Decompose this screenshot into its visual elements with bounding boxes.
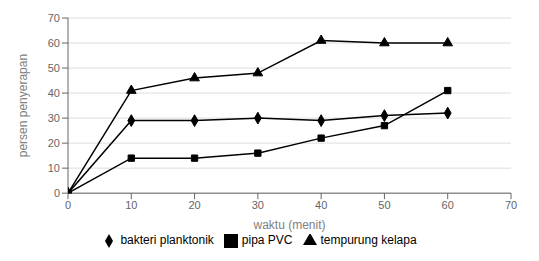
svg-text:0: 0 xyxy=(65,199,71,211)
html-text:pipa PVC: pipa PVC xyxy=(241,233,293,248)
svg-text:50: 50 xyxy=(378,199,390,211)
svg-text:60: 60 xyxy=(48,37,60,49)
svg-text:20: 20 xyxy=(48,137,60,149)
svg-text:persen penyerapan: persen penyerapan xyxy=(16,54,30,157)
svg-text:50: 50 xyxy=(48,62,60,74)
svg-text:waktu (menit): waktu (menit) xyxy=(252,218,325,232)
html-text:tempurung kelapa: tempurung kelapa xyxy=(320,233,417,248)
svg-text:20: 20 xyxy=(188,199,200,211)
svg-text:70: 70 xyxy=(505,199,517,211)
svg-text:30: 30 xyxy=(48,112,60,124)
html-text:bakteri planktonik: bakteri planktonik xyxy=(120,233,214,248)
svg-text:70: 70 xyxy=(48,12,60,24)
svg-text:60: 60 xyxy=(442,199,454,211)
svg-text:40: 40 xyxy=(315,199,327,211)
svg-text:10: 10 xyxy=(125,199,137,211)
svg-text:40: 40 xyxy=(48,87,60,99)
svg-text:10: 10 xyxy=(48,162,60,174)
svg-text:0: 0 xyxy=(54,187,60,199)
svg-text:30: 30 xyxy=(252,199,264,211)
